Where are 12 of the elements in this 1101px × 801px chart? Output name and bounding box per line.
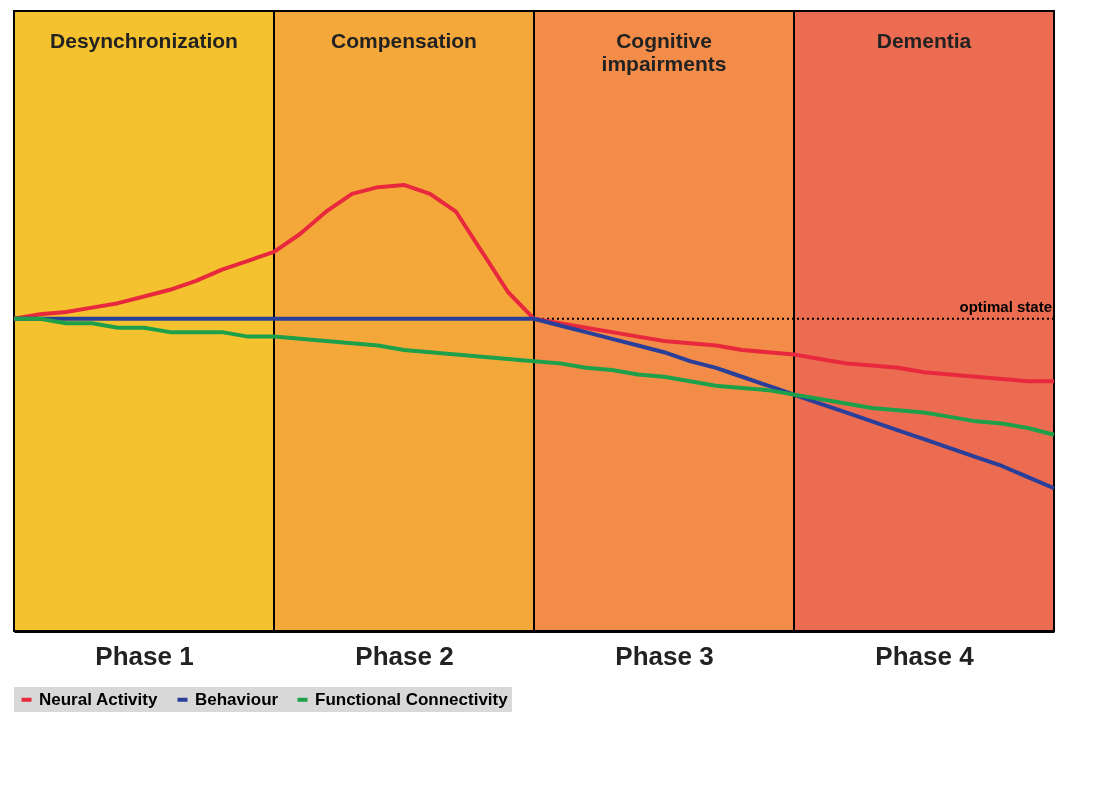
x-tick-label: Phase 3 (615, 640, 714, 671)
x-tick-label: Phase 1 (95, 640, 194, 671)
ref-line-label: optimal state (959, 297, 1052, 315)
legend-label: Neural Activity (39, 689, 158, 709)
text: Desynchronization (50, 29, 238, 52)
text: Compensation (331, 29, 477, 52)
x-tick-label: Phase 4 (875, 640, 975, 671)
x-tick-label: Phase 2 (355, 640, 454, 671)
legend-label: Functional Connectivity (315, 689, 509, 709)
text: Dementia (876, 29, 972, 52)
text: Cognitive impairments (601, 29, 727, 75)
legend-label: Behaviour (195, 689, 279, 709)
